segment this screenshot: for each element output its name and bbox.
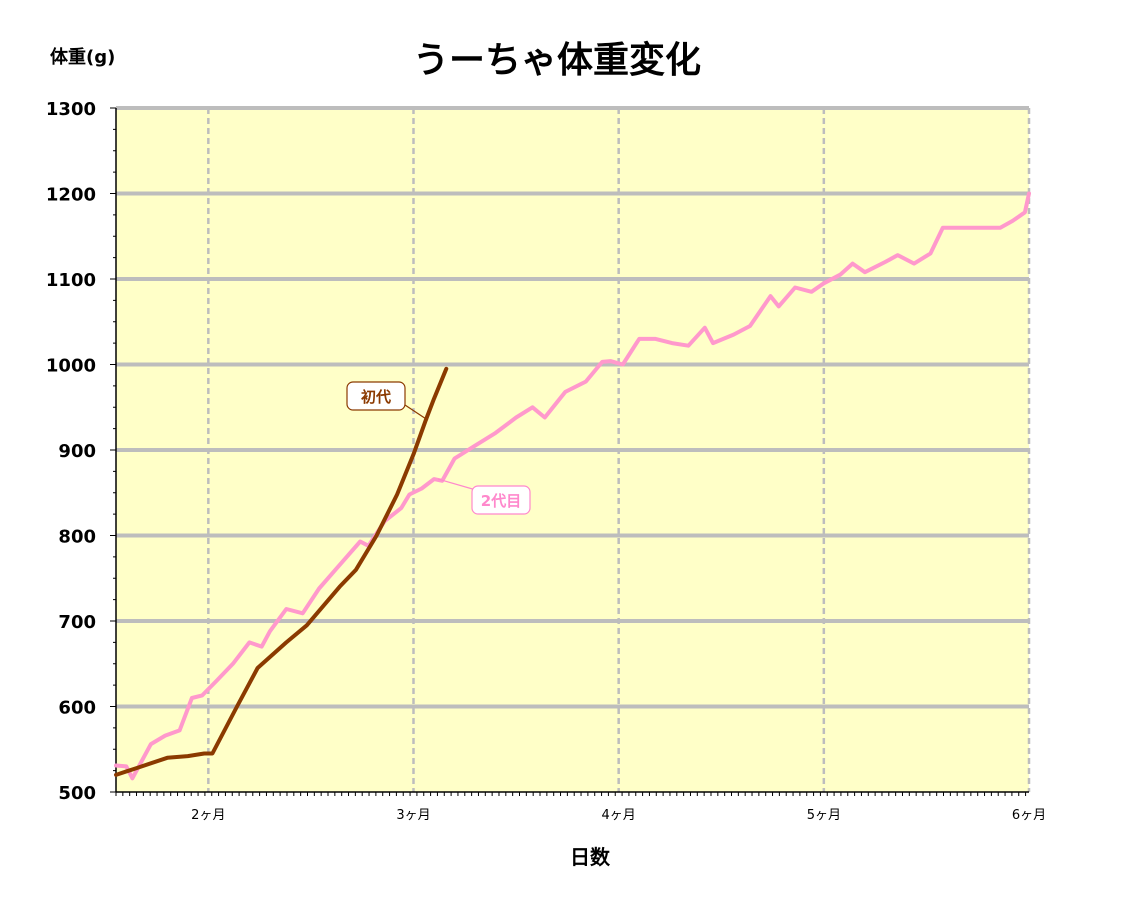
x-tick-label: 4ヶ月 (602, 808, 636, 823)
axes (115, 108, 1029, 793)
series-lines (114, 191, 1031, 781)
y-tick-label: 1100 (46, 270, 96, 291)
annotation-1: 2代目 (437, 478, 531, 515)
y-tick-labels: 500 600 700 800 900 1000 1100 1200 1300 (46, 99, 96, 804)
annotation-label: 初代 (361, 388, 391, 406)
y-tick-label: 700 (58, 612, 96, 633)
x-tick-label: 3ヶ月 (396, 808, 430, 823)
horizontal-gridlines (116, 106, 1029, 709)
annotation-0: 初代 (346, 381, 429, 421)
annotation-label: 2代目 (481, 492, 521, 510)
y-tick-label: 1300 (46, 99, 96, 120)
x-tick-label: 6ヶ月 (1012, 808, 1046, 823)
x-tick-labels: 2ヶ月 3ヶ月 4ヶ月 5ヶ月 6ヶ月 (191, 808, 1046, 823)
series-annotations: 初代 2代目 (346, 381, 531, 515)
y-tick-label: 500 (58, 783, 96, 804)
chart-title: うーちゃ体重変化 (413, 39, 701, 81)
y-tick-label: 1000 (46, 356, 96, 377)
y-axis-label: 体重(g) (50, 46, 115, 68)
series-line-1 (114, 191, 1031, 781)
y-tick-label: 900 (58, 441, 96, 462)
y-tick-label: 800 (58, 527, 96, 548)
x-tick-label: 2ヶ月 (191, 808, 225, 823)
x-axis-label: 日数 (570, 845, 611, 869)
y-tick-label: 1200 (46, 185, 96, 206)
annotation-leader (437, 478, 477, 491)
y-tick-label: 600 (58, 698, 96, 719)
series-line-0 (114, 366, 449, 777)
annotation-box (346, 381, 406, 411)
x-tick-label: 5ヶ月 (807, 808, 841, 823)
annotation-box (471, 485, 531, 515)
annotation-leader (404, 404, 429, 421)
